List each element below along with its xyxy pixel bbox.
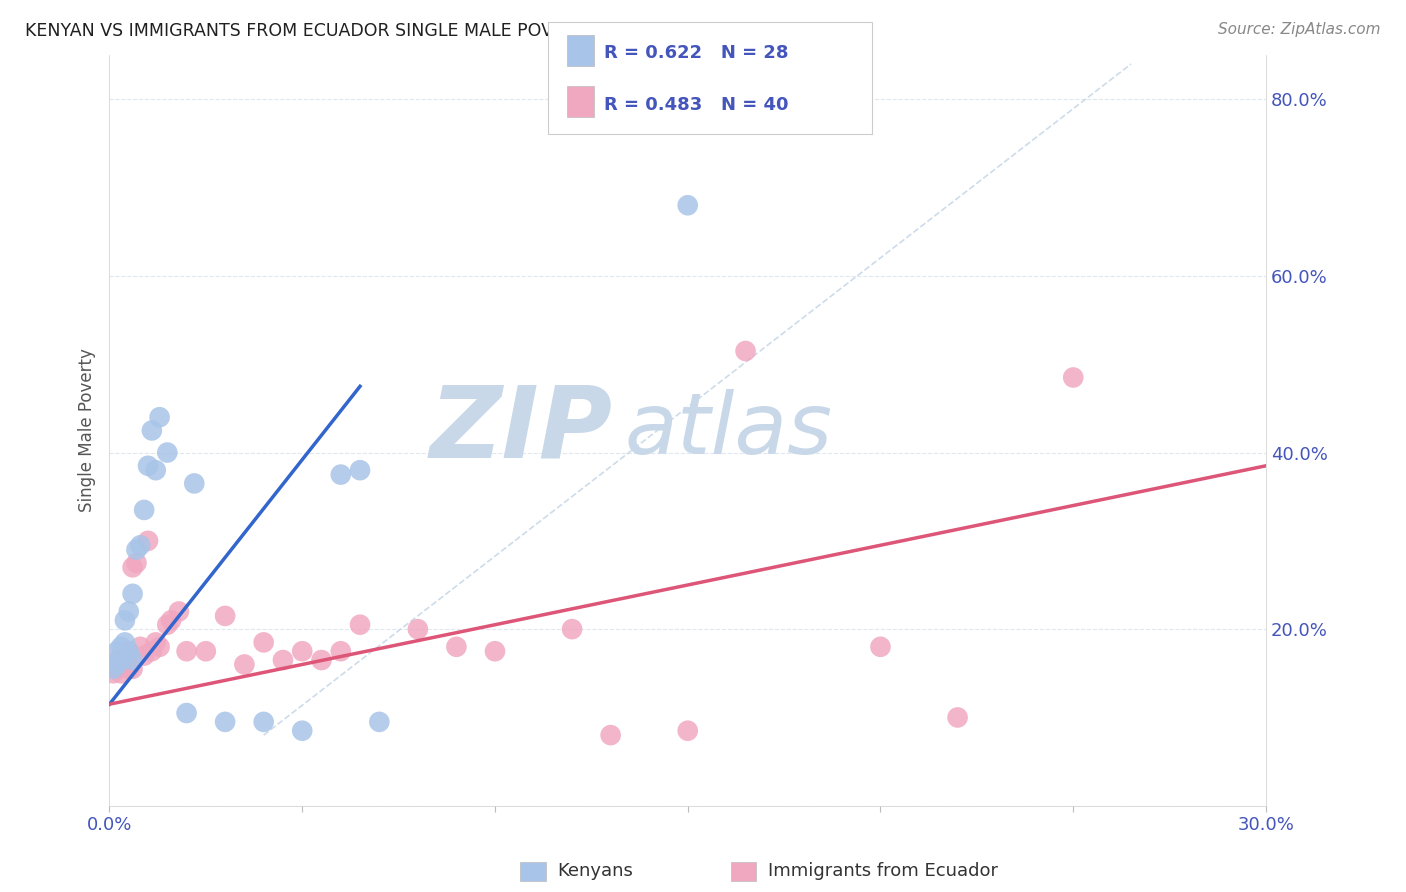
Point (110, 640, 132, 654)
Point (105, 644, 128, 658)
Point (183, 476, 205, 491)
Point (103, 662, 125, 676)
Point (105, 657, 128, 672)
Point (734, 343, 756, 358)
Point (271, 653, 294, 667)
Point (110, 653, 132, 667)
Point (561, 622, 583, 636)
Point (214, 608, 236, 623)
Point (368, 714, 391, 729)
Point (176, 706, 198, 720)
Point (349, 617, 371, 632)
Text: Kenyans: Kenyans (557, 863, 633, 880)
Point (121, 653, 143, 667)
Text: ZIP: ZIP (430, 382, 613, 479)
Point (406, 622, 429, 636)
Point (253, 714, 276, 729)
Point (329, 467, 352, 482)
Point (110, 666, 132, 681)
Point (446, 640, 468, 654)
Point (869, 640, 891, 654)
Point (103, 666, 125, 681)
Point (136, 458, 159, 473)
Point (114, 657, 136, 672)
Point (1062, 370, 1084, 384)
Point (291, 644, 314, 658)
Point (946, 710, 969, 724)
Point (121, 662, 143, 676)
Point (118, 644, 141, 658)
Point (125, 542, 148, 557)
Point (233, 657, 256, 672)
Point (134, 648, 156, 663)
Point (329, 644, 352, 658)
Point (349, 463, 371, 477)
Point (105, 653, 128, 667)
Point (110, 653, 132, 667)
Point (676, 723, 699, 738)
Point (160, 613, 183, 627)
Text: atlas: atlas (624, 389, 832, 472)
Point (253, 635, 276, 649)
Text: Source: ZipAtlas.com: Source: ZipAtlas.com (1218, 22, 1381, 37)
Point (121, 560, 143, 574)
Text: Immigrants from Ecuador: Immigrants from Ecuador (768, 863, 998, 880)
Point (129, 640, 152, 654)
Point (291, 723, 314, 738)
Point (129, 538, 152, 552)
Point (114, 635, 136, 649)
Point (118, 644, 141, 658)
Point (676, 198, 699, 212)
Point (148, 640, 170, 654)
Point (167, 605, 190, 619)
Point (121, 587, 143, 601)
Point (118, 605, 141, 619)
Point (105, 662, 128, 676)
Point (114, 613, 136, 627)
Point (141, 644, 163, 658)
Point (118, 662, 141, 676)
Point (125, 556, 148, 570)
Point (484, 644, 506, 658)
Point (194, 644, 217, 658)
Point (136, 533, 159, 548)
Text: R = 0.622   N = 28: R = 0.622 N = 28 (605, 45, 789, 62)
Y-axis label: Single Male Poverty: Single Male Poverty (79, 349, 96, 512)
Point (156, 617, 179, 632)
Point (134, 503, 156, 517)
Point (145, 635, 167, 649)
Point (176, 644, 198, 658)
Point (311, 653, 333, 667)
Point (148, 410, 170, 425)
Point (599, 728, 621, 742)
Point (145, 463, 167, 477)
Text: KENYAN VS IMMIGRANTS FROM ECUADOR SINGLE MALE POVERTY CORRELATION CHART: KENYAN VS IMMIGRANTS FROM ECUADOR SINGLE… (25, 22, 790, 40)
Text: R = 0.483   N = 40: R = 0.483 N = 40 (605, 95, 789, 113)
Point (214, 714, 236, 729)
Point (156, 445, 179, 459)
Point (141, 424, 163, 438)
